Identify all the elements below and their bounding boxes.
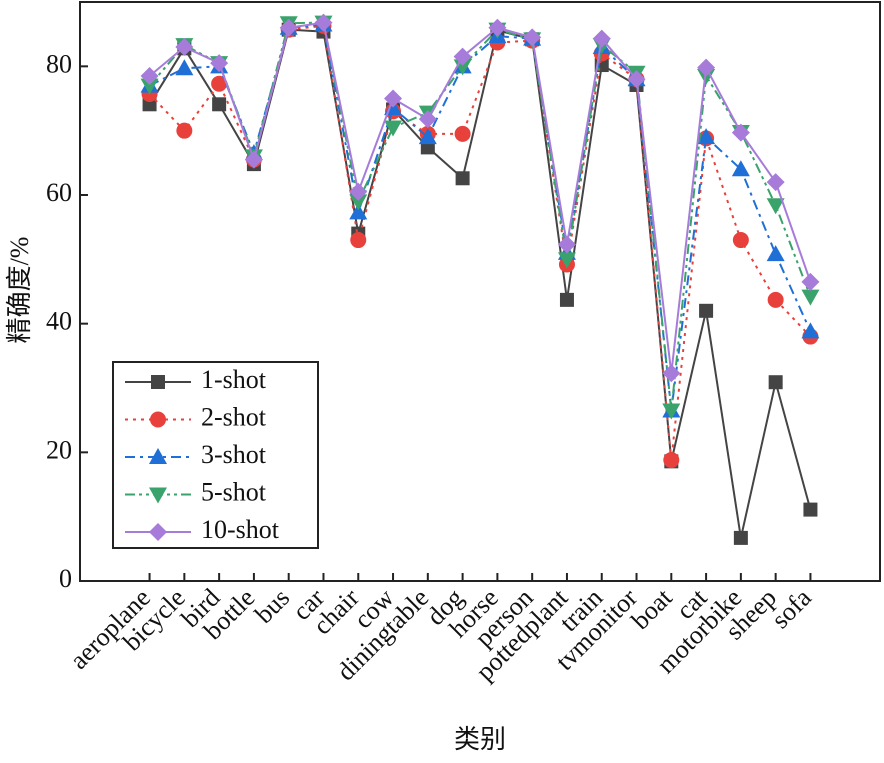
marker bbox=[211, 75, 228, 92]
legend-marker bbox=[150, 411, 166, 428]
marker bbox=[699, 303, 714, 318]
legend-label: 2-shot bbox=[201, 402, 267, 431]
marker bbox=[488, 18, 507, 37]
marker bbox=[766, 245, 785, 262]
plot-frame bbox=[79, 1, 881, 582]
marker bbox=[697, 58, 716, 77]
legend-marker bbox=[151, 375, 165, 389]
legend-label: 3-shot bbox=[201, 440, 267, 469]
marker bbox=[731, 160, 750, 177]
y-tick-label: 40 bbox=[46, 307, 72, 336]
legend-label: 1-shot bbox=[201, 365, 267, 394]
marker bbox=[212, 97, 227, 112]
legend-label: 10-shot bbox=[201, 515, 280, 544]
marker bbox=[279, 18, 298, 37]
marker bbox=[350, 232, 367, 249]
legend-marker bbox=[149, 523, 167, 541]
marker bbox=[349, 194, 368, 211]
x-tick-label: boat bbox=[626, 582, 679, 635]
marker bbox=[210, 54, 229, 73]
marker bbox=[175, 38, 194, 57]
marker bbox=[801, 289, 820, 306]
marker bbox=[453, 47, 472, 66]
marker bbox=[732, 232, 749, 249]
marker bbox=[766, 198, 785, 215]
y-tick-label: 60 bbox=[46, 178, 72, 207]
legend-box bbox=[112, 361, 319, 549]
y-tick-label: 0 bbox=[59, 564, 72, 593]
marker bbox=[663, 452, 680, 469]
series-line bbox=[148, 21, 812, 411]
series-line bbox=[148, 21, 812, 374]
marker bbox=[418, 128, 437, 145]
marker bbox=[244, 150, 263, 169]
marker bbox=[523, 28, 542, 47]
marker bbox=[384, 120, 403, 137]
marker bbox=[731, 123, 750, 142]
x-tick-label: sofa bbox=[766, 583, 817, 634]
marker bbox=[697, 128, 716, 145]
marker bbox=[559, 292, 574, 307]
legend-marker bbox=[149, 448, 167, 464]
y-tick-label: 20 bbox=[46, 435, 72, 464]
marker bbox=[801, 272, 820, 291]
marker bbox=[557, 252, 576, 269]
legend-marker bbox=[149, 487, 167, 504]
marker bbox=[384, 89, 403, 108]
marker bbox=[349, 182, 368, 201]
marker bbox=[557, 235, 576, 254]
marker bbox=[140, 66, 159, 85]
marker bbox=[349, 203, 368, 220]
marker bbox=[766, 173, 785, 192]
series-line bbox=[148, 28, 812, 539]
marker bbox=[455, 171, 470, 186]
x-axis-label: 类别 bbox=[454, 725, 506, 754]
marker bbox=[767, 291, 784, 308]
marker bbox=[801, 322, 820, 339]
series-line bbox=[148, 24, 812, 461]
marker bbox=[418, 110, 437, 129]
series-line bbox=[149, 23, 812, 411]
marker bbox=[697, 68, 716, 85]
marker bbox=[140, 78, 159, 95]
marker bbox=[768, 375, 783, 390]
marker bbox=[662, 364, 681, 383]
marker bbox=[592, 29, 611, 48]
marker bbox=[662, 403, 681, 420]
marker bbox=[176, 122, 193, 139]
y-axis-label: 精确度/% bbox=[5, 237, 34, 344]
marker bbox=[627, 70, 646, 89]
y-tick-label: 80 bbox=[46, 49, 72, 78]
marker bbox=[314, 13, 333, 32]
marker bbox=[454, 125, 471, 142]
marker bbox=[733, 530, 748, 545]
legend-label: 5-shot bbox=[201, 477, 267, 506]
marker bbox=[175, 59, 194, 76]
marker bbox=[803, 502, 818, 517]
